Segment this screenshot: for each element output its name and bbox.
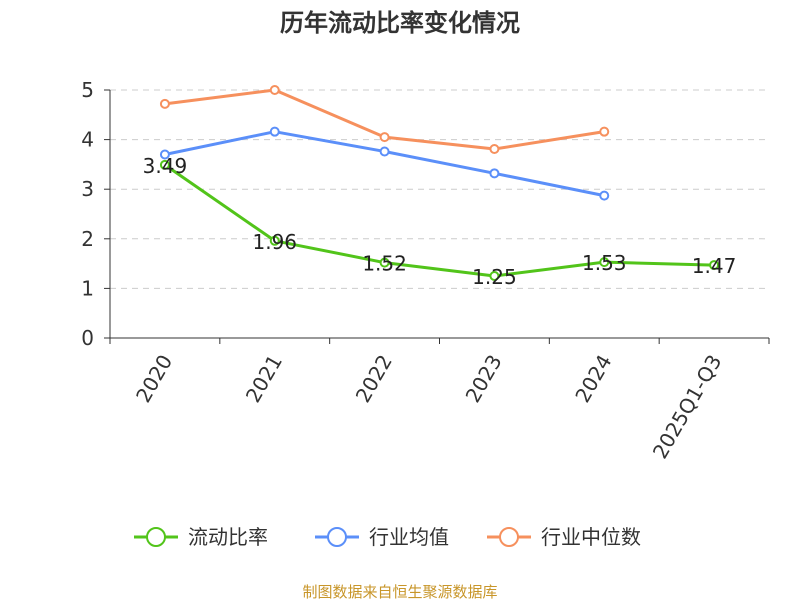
data-point-industry-median[interactable]: [489, 144, 500, 155]
grid-lines: [110, 89, 769, 289]
x-tick-label: 2021: [241, 351, 287, 407]
data-point-industry-average[interactable]: [489, 168, 500, 179]
data-point-current-ratio[interactable]: [269, 235, 280, 246]
data-point-industry-median[interactable]: [159, 98, 170, 109]
x-tick-label: 2020: [131, 351, 177, 407]
series-line-current-ratio: [164, 163, 715, 278]
data-point-industry-median[interactable]: [379, 132, 390, 143]
legend-marker-industry-median[interactable]: [499, 527, 519, 547]
y-tick-label: 5: [81, 78, 94, 102]
data-label: 3.49: [143, 154, 188, 178]
data-point-industry-median[interactable]: [269, 85, 280, 95]
y-tick-label: 4: [81, 128, 94, 152]
y-tick-label: 0: [81, 326, 94, 350]
y-tick-label: 2: [81, 227, 94, 251]
axes: 0 1 2 3 4 5 2020 2021 2022 2023 2024 2025Q1-Q3: [81, 78, 770, 463]
data-point-current-ratio[interactable]: [159, 159, 170, 170]
legend-label-industry-median[interactable]: 行业中位数: [541, 525, 641, 549]
data-point-industry-median[interactable]: [599, 126, 610, 137]
data-point-industry-average[interactable]: [159, 149, 170, 160]
data-point-current-ratio[interactable]: [599, 257, 610, 268]
legend-label-industry-average[interactable]: 行业均值: [369, 525, 449, 549]
data-point-industry-average[interactable]: [379, 146, 390, 157]
y-tick-label: 1: [81, 276, 94, 300]
data-point-current-ratio[interactable]: [709, 260, 720, 271]
data-point-industry-average[interactable]: [599, 190, 610, 201]
legend: 流动比率 行业均值 行业中位数: [134, 525, 641, 549]
data-point-current-ratio[interactable]: [489, 271, 500, 281]
data-label: 1.47: [692, 254, 737, 278]
data-label: 1.25: [472, 265, 517, 289]
series-lines: [159, 85, 720, 281]
legend-marker-industry-average[interactable]: [327, 527, 347, 547]
x-tick-label: 2023: [461, 350, 507, 406]
legend-marker-current-ratio[interactable]: [146, 527, 166, 547]
data-labels: 3.49 1.96 1.52 1.25 1.53 1.47: [143, 154, 737, 289]
y-tick-label: 3: [81, 177, 94, 201]
data-label: 1.53: [582, 251, 627, 275]
x-tick-label: 2024: [570, 351, 616, 407]
data-label: 1.96: [252, 230, 297, 254]
legend-label-current-ratio[interactable]: 流动比率: [188, 525, 268, 549]
x-tick-label: 2025Q1-Q3: [648, 351, 727, 463]
source-note: 制图数据来自恒生聚源数据库: [302, 583, 497, 600]
data-label: 1.52: [362, 252, 407, 276]
data-point-current-ratio[interactable]: [379, 257, 390, 268]
data-point-industry-average[interactable]: [269, 126, 280, 137]
x-tick-label: 2022: [351, 351, 397, 407]
chart-title: 历年流动比率变化情况: [280, 9, 520, 37]
